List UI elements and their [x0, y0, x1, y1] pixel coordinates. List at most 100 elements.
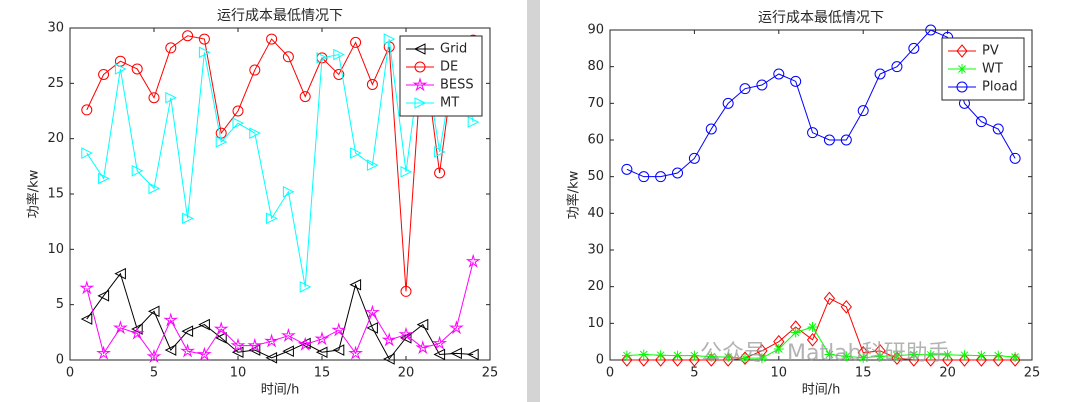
x-tick-label: 0	[606, 366, 614, 381]
marker	[333, 68, 345, 80]
marker	[638, 171, 650, 183]
marker	[976, 350, 987, 361]
marker	[364, 304, 380, 319]
marker-stroke	[656, 351, 665, 360]
marker	[148, 92, 160, 104]
marker	[350, 36, 362, 48]
legend-label: DE	[440, 60, 458, 75]
marker-stroke	[859, 353, 868, 362]
x-axis-label: 时间/h	[261, 383, 300, 398]
marker	[858, 352, 869, 363]
marker-stroke	[673, 351, 682, 360]
marker	[213, 321, 229, 336]
marker	[147, 305, 160, 318]
marker	[398, 326, 414, 341]
y-axis-label: 功率/kw	[26, 169, 42, 218]
marker	[98, 172, 110, 185]
marker	[79, 280, 95, 295]
marker	[790, 75, 802, 87]
marker	[249, 64, 261, 76]
marker	[414, 61, 426, 73]
marker	[333, 48, 345, 61]
marker	[671, 353, 684, 367]
marker	[688, 152, 700, 164]
marker-stroke	[724, 353, 733, 361]
y-axis-label: 功率/kw	[566, 170, 582, 219]
marker	[857, 105, 869, 117]
marker	[621, 163, 633, 175]
marker	[434, 167, 446, 179]
marker-stroke	[926, 350, 935, 359]
marker	[332, 344, 345, 356]
marker	[740, 353, 751, 364]
marker	[182, 30, 194, 42]
marker	[433, 348, 446, 361]
marker	[282, 51, 294, 63]
marker	[412, 77, 428, 92]
y-tick-label: 0	[596, 353, 604, 368]
marker	[350, 147, 362, 159]
marker	[97, 290, 110, 302]
marker	[129, 325, 145, 340]
marker	[366, 159, 379, 172]
marker	[807, 322, 818, 332]
marker	[689, 350, 700, 361]
marker	[875, 351, 886, 362]
legend-label: MT	[440, 96, 459, 111]
marker	[114, 267, 126, 280]
marker-stroke	[958, 65, 966, 73]
marker	[163, 312, 179, 327]
marker-stroke	[690, 351, 699, 360]
series-line	[86, 35, 474, 292]
legend-label: Pload	[982, 80, 1018, 95]
marker-stroke	[909, 350, 918, 359]
marker	[164, 344, 177, 356]
marker	[706, 351, 717, 362]
y-tick-label: 30	[47, 21, 64, 36]
marker	[297, 336, 313, 351]
marker-stroke	[639, 350, 648, 359]
marker-stroke	[791, 328, 800, 337]
marker	[282, 185, 295, 198]
marker	[230, 337, 246, 352]
marker	[196, 346, 212, 361]
marker-stroke	[994, 351, 1003, 360]
marker	[165, 42, 177, 54]
marker-stroke	[808, 323, 817, 331]
marker	[773, 68, 785, 80]
marker	[1009, 152, 1021, 164]
marker	[942, 349, 953, 360]
marker	[148, 182, 161, 195]
marker	[722, 97, 734, 109]
marker	[348, 345, 364, 360]
marker	[956, 44, 968, 58]
marker	[112, 320, 128, 335]
marker	[381, 332, 397, 347]
marker	[756, 79, 768, 91]
marker	[840, 134, 852, 146]
marker	[249, 127, 261, 139]
marker	[81, 104, 93, 116]
marker	[413, 43, 426, 55]
marker	[383, 33, 396, 45]
marker	[314, 331, 330, 346]
marker-stroke	[1011, 353, 1020, 361]
marker	[824, 349, 835, 360]
x-tick-label: 20	[939, 366, 956, 381]
y-tick-label: 5	[56, 297, 64, 312]
x-tick-label: 10	[771, 366, 788, 381]
y-tick-label: 70	[587, 96, 604, 111]
marker	[891, 61, 903, 73]
watermark: 公众号 · Matlab科研助手	[700, 341, 950, 366]
legend-label: WT	[982, 62, 1003, 77]
marker	[705, 353, 717, 367]
marker	[467, 116, 480, 128]
marker	[414, 97, 427, 109]
marker	[299, 281, 312, 293]
chart-title: 运行成本最低情况下	[758, 10, 884, 26]
marker-stroke	[758, 354, 766, 363]
marker	[215, 136, 228, 148]
marker-stroke	[707, 352, 716, 361]
marker	[131, 63, 143, 75]
x-tick-label: 0	[66, 366, 74, 381]
